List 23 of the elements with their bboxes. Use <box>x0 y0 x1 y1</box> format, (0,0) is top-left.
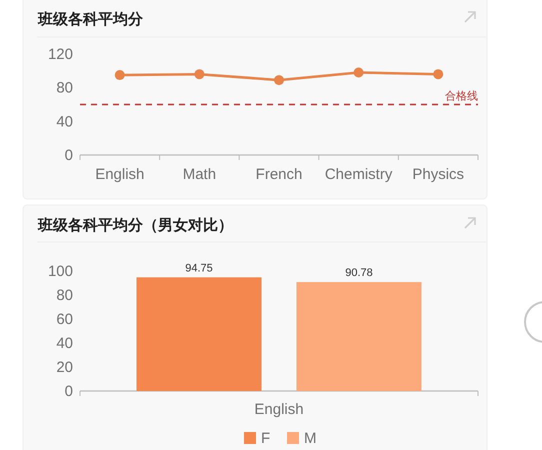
y-tick-label: 40 <box>56 335 73 352</box>
chart-title: 班级各科平均分 <box>37 11 144 28</box>
x-tick-label: English <box>95 166 144 183</box>
y-tick-label: 100 <box>48 263 73 280</box>
x-tick-label: Math <box>182 166 216 183</box>
y-tick-label: 120 <box>48 46 73 63</box>
chart-title: 班级各科平均分（男女对比） <box>37 217 233 234</box>
x-tick-label: French <box>256 166 302 183</box>
y-tick-label: 0 <box>64 383 73 400</box>
data-label: 94.75 <box>185 262 213 274</box>
x-tick-label: Physics <box>412 166 464 183</box>
legend-label: M <box>304 430 316 447</box>
data-label: 90.78 <box>345 267 373 280</box>
y-tick-label: 80 <box>56 80 73 97</box>
y-tick-label: 40 <box>56 113 73 130</box>
y-tick-label: 80 <box>56 287 73 304</box>
legend-label: F <box>261 430 270 447</box>
x-tick-label: English <box>254 401 304 418</box>
y-tick-label: 20 <box>56 359 73 376</box>
y-tick-label: 60 <box>56 311 73 328</box>
x-tick-label: Chemistry <box>324 166 393 183</box>
ref-line-label: 合格线 <box>445 90 478 102</box>
y-tick-label: 0 <box>64 147 73 164</box>
